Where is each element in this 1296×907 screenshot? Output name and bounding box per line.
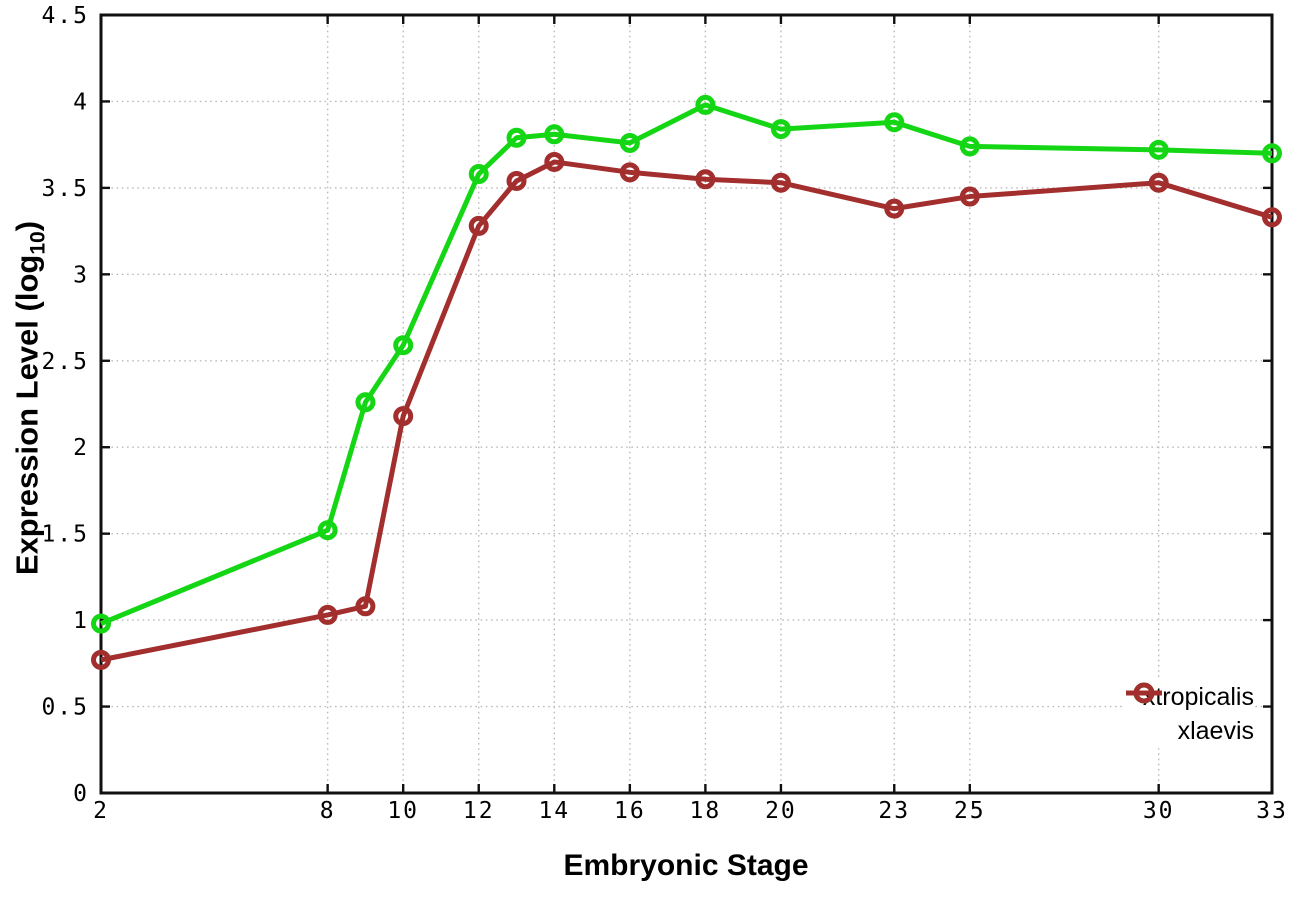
grid-layer bbox=[101, 15, 1272, 793]
y-axis-title-subscript: 10 bbox=[26, 231, 50, 255]
data-point-xlaevis-stage-23 bbox=[884, 198, 905, 219]
y-tick-label: 3 bbox=[73, 262, 89, 288]
data-point-xtropicalis-stage-12 bbox=[468, 164, 489, 185]
data-point-xlaevis-stage-9 bbox=[355, 596, 376, 617]
y-tick-label: 0.5 bbox=[41, 695, 89, 721]
y-tick-label: 2.5 bbox=[41, 349, 89, 375]
data-point-xtropicalis-stage-10 bbox=[393, 335, 414, 356]
data-point-xlaevis-stage-2 bbox=[91, 649, 111, 670]
x-tick-label: 20 bbox=[765, 798, 797, 824]
data-point-xtropicalis-stage-20 bbox=[770, 119, 791, 140]
x-tick-label: 25 bbox=[954, 798, 986, 824]
data-point-xlaevis-stage-8 bbox=[317, 604, 338, 625]
legend-entry-xlaevis: xlaevis bbox=[1125, 682, 1254, 748]
y-tick-label: 4.5 bbox=[41, 3, 89, 29]
data-point-xlaevis-stage-25 bbox=[959, 186, 980, 207]
data-point-xtropicalis-stage-23 bbox=[884, 112, 905, 133]
data-point-xlaevis-stage-12 bbox=[468, 215, 489, 236]
data-point-xtropicalis-stage-33 bbox=[1262, 143, 1282, 164]
x-tick-label: 33 bbox=[1256, 798, 1288, 824]
y-tick-label: 1 bbox=[73, 608, 89, 634]
tick-marks bbox=[99, 13, 1274, 795]
x-tick-label: 10 bbox=[387, 798, 419, 824]
series-xtropicalis bbox=[91, 94, 1282, 634]
legend-label-xlaevis: xlaevis bbox=[1177, 716, 1254, 745]
x-tick-label: 14 bbox=[538, 798, 570, 824]
series-xlaevis bbox=[91, 151, 1282, 670]
y-axis-title-text: Expression Level (log bbox=[9, 254, 45, 576]
y-tick-label: 3.5 bbox=[41, 176, 89, 202]
x-tick-label: 2 bbox=[93, 798, 109, 824]
x-tick-label: 12 bbox=[463, 798, 495, 824]
data-point-xtropicalis-stage-16 bbox=[619, 132, 640, 153]
x-tick-label: 18 bbox=[690, 798, 722, 824]
x-tick-label: 16 bbox=[614, 798, 646, 824]
data-point-xtropicalis-stage-8 bbox=[317, 520, 338, 541]
data-point-xlaevis-stage-10 bbox=[393, 406, 414, 427]
x-tick-label: 23 bbox=[878, 798, 910, 824]
data-point-xtropicalis-stage-9 bbox=[355, 392, 376, 413]
x-tick-label: 8 bbox=[320, 798, 336, 824]
data-point-xlaevis-stage-16 bbox=[619, 162, 640, 183]
data-point-xtropicalis-stage-30 bbox=[1148, 139, 1169, 160]
series-line-xtropicalis bbox=[100, 102, 1273, 626]
y-tick-label: 1.5 bbox=[41, 522, 89, 548]
data-point-xtropicalis-stage-18 bbox=[695, 94, 716, 115]
y-axis-title-suffix: ) bbox=[9, 220, 45, 232]
x-tick-label: 30 bbox=[1143, 798, 1175, 824]
y-tick-label: 4 bbox=[73, 89, 89, 115]
y-axis-title: Expression Level (log10) bbox=[9, 221, 50, 575]
data-point-xtropicalis-stage-13 bbox=[506, 127, 527, 148]
y-tick-label: 0 bbox=[73, 781, 89, 807]
data-point-xlaevis-stage-20 bbox=[770, 172, 791, 193]
legend-label-xtropicalis: xtropicalis bbox=[1142, 682, 1254, 711]
data-point-xtropicalis-stage-25 bbox=[959, 136, 980, 157]
y-tick-label: 2 bbox=[73, 435, 89, 461]
plot-border bbox=[99, 13, 1274, 795]
tick-labels: 2 8 10 12 14 16 18 20 23 25 30 33 0 0.5 1 1.5 2 2.5 3 3.5 4 4… bbox=[41, 3, 1288, 824]
data-point-xlaevis-stage-18 bbox=[695, 169, 716, 190]
x-axis-title: Embryonic Stage bbox=[563, 849, 809, 882]
data-point-xlaevis-stage-14 bbox=[544, 151, 565, 172]
data-point-xtropicalis-stage-2 bbox=[91, 613, 111, 634]
legend: xtropicalis xlaevis bbox=[1124, 680, 1254, 748]
legend-marker-xlaevis-icon bbox=[1125, 682, 1162, 704]
series-line-xlaevis bbox=[100, 159, 1273, 663]
data-point-xlaevis-stage-33 bbox=[1262, 207, 1282, 228]
data-point-xlaevis-stage-13 bbox=[506, 170, 527, 191]
data-point-xtropicalis-stage-14 bbox=[544, 124, 565, 145]
data-point-xlaevis-stage-30 bbox=[1148, 172, 1169, 193]
